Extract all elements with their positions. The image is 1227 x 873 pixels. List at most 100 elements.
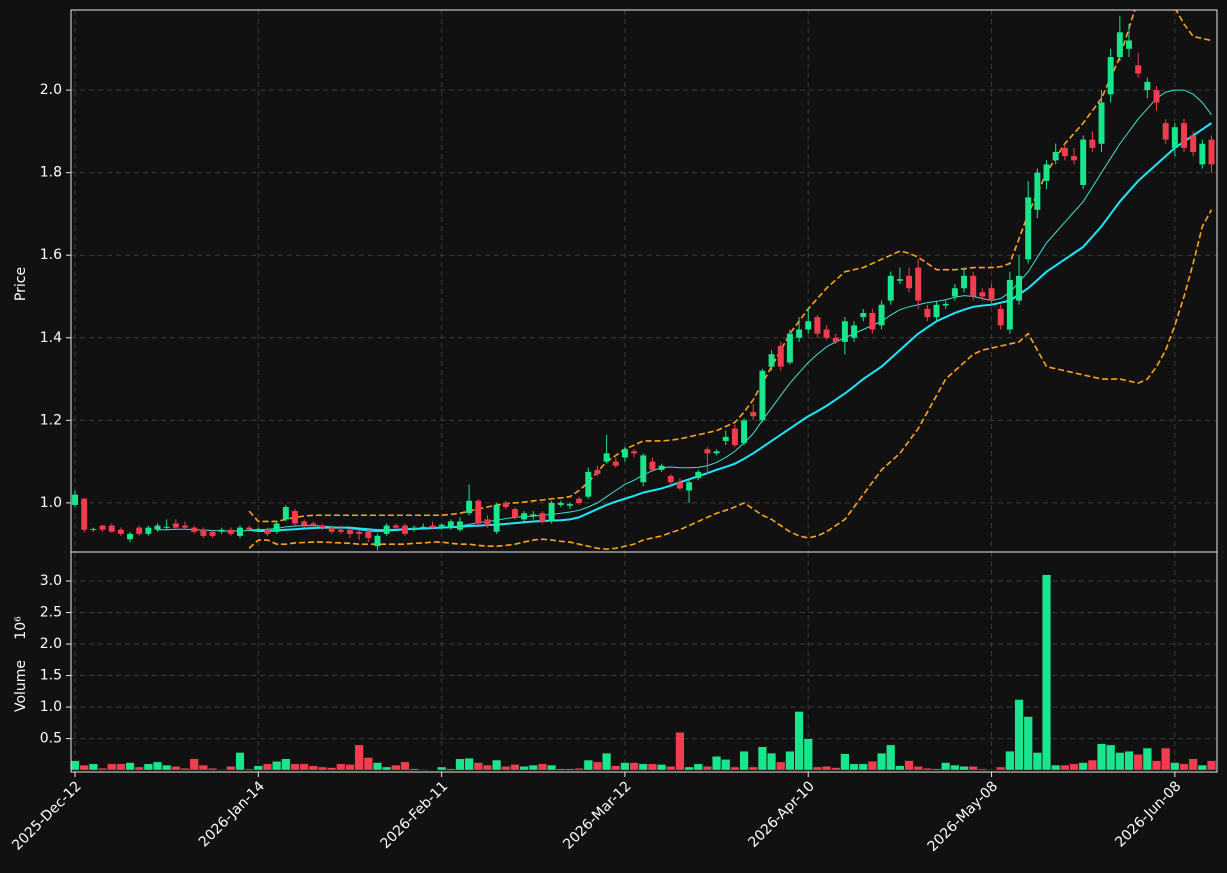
candle-body xyxy=(401,525,408,534)
volume-bar xyxy=(1087,759,1097,771)
volume-bar xyxy=(1014,699,1024,771)
candle-body xyxy=(796,329,803,338)
candle-body xyxy=(502,502,509,508)
candle-body xyxy=(1208,139,1215,165)
volume-bar xyxy=(1170,762,1180,771)
candle-body xyxy=(695,471,702,479)
volume-bar xyxy=(647,763,658,771)
candle-body xyxy=(411,527,418,530)
candle-body xyxy=(484,519,491,526)
candle-body xyxy=(191,527,198,532)
candle-body xyxy=(475,500,482,524)
candle-body xyxy=(420,526,427,528)
candle-body xyxy=(658,465,665,470)
volume-bar xyxy=(317,766,328,771)
volume-bar xyxy=(1124,750,1134,771)
volume-bar xyxy=(1133,754,1143,771)
volume-bar xyxy=(281,758,291,771)
candle-body xyxy=(1107,57,1114,95)
volume-bar xyxy=(748,766,758,771)
y-tick-label: 1.0 xyxy=(40,495,62,511)
candle-body xyxy=(1080,139,1087,186)
candle-body xyxy=(906,275,913,289)
candle-body xyxy=(209,531,216,536)
candle-body xyxy=(374,535,381,547)
volume-bar xyxy=(1142,747,1152,771)
y-tick-label: 2.0 xyxy=(40,82,62,98)
candle-body xyxy=(154,525,161,530)
volume-bar xyxy=(464,757,474,771)
volume-bar xyxy=(1179,763,1189,771)
candle-body xyxy=(328,527,335,532)
volume-bar xyxy=(1051,764,1061,771)
candle-body xyxy=(961,275,968,289)
candle-body xyxy=(466,500,473,514)
candle-body xyxy=(273,523,280,532)
volume-bar xyxy=(684,766,694,771)
volume-bar xyxy=(922,767,932,771)
candle-body xyxy=(686,482,693,491)
volume-bar xyxy=(180,767,190,771)
volume-bar xyxy=(803,738,813,771)
candle-body xyxy=(264,529,271,534)
volume-bar xyxy=(675,732,685,771)
volume-bar xyxy=(950,764,960,771)
volume-axis-label: Volume xyxy=(13,660,29,712)
candle-body xyxy=(255,528,262,531)
volume-bar xyxy=(1078,762,1088,771)
candle-body xyxy=(860,312,867,318)
y-tick-label: 1.6 xyxy=(40,247,62,263)
volume-bar xyxy=(382,766,392,771)
candle-body xyxy=(631,451,638,454)
volume-bar xyxy=(272,761,282,771)
volume-bar xyxy=(931,768,942,771)
volume-bar xyxy=(702,766,713,771)
volume-bar xyxy=(354,744,364,771)
candle-body xyxy=(603,453,610,462)
candle-body xyxy=(878,304,885,326)
candle-body xyxy=(1016,275,1023,301)
candle-body xyxy=(1089,139,1096,148)
candle-body xyxy=(768,354,775,367)
candle-body xyxy=(1034,172,1041,210)
candle-body xyxy=(539,513,546,522)
volume-bar xyxy=(1188,758,1198,771)
candle-body xyxy=(1052,152,1059,161)
candle-body xyxy=(172,523,179,528)
volume-bar xyxy=(217,769,227,771)
volume-bar xyxy=(941,762,951,771)
candle-body xyxy=(676,482,683,489)
volume-bar xyxy=(721,759,731,771)
y-tick-label: 2.0 xyxy=(40,636,62,652)
candle-body xyxy=(200,529,207,536)
candle-body xyxy=(988,288,995,301)
candle-body xyxy=(356,531,363,534)
volume-bar xyxy=(693,763,703,771)
candle-body xyxy=(438,524,445,527)
volume-bar xyxy=(785,750,795,771)
volume-bar xyxy=(821,766,832,771)
candle-body xyxy=(163,526,170,528)
candle-body xyxy=(621,449,628,458)
volume-bar xyxy=(455,758,465,771)
volume-bar xyxy=(1041,574,1052,771)
candle-body xyxy=(1126,40,1132,49)
y-tick-label: 1.0 xyxy=(40,699,62,715)
volume-bar xyxy=(730,766,740,771)
volume-bar xyxy=(583,759,593,771)
volume-bar xyxy=(88,763,98,771)
candle-body xyxy=(722,436,729,441)
candle-body xyxy=(136,527,143,534)
candle-body xyxy=(1171,127,1178,148)
candle-body xyxy=(1181,123,1187,148)
candle-body xyxy=(814,317,821,334)
volume-bar xyxy=(977,768,987,771)
volume-bar xyxy=(437,766,447,771)
volume-bar xyxy=(391,764,401,771)
candle-body xyxy=(970,275,977,297)
candle-body xyxy=(1116,32,1123,58)
volume-bar xyxy=(327,767,337,771)
overlay-line xyxy=(248,209,1213,550)
volume-bar xyxy=(116,763,126,771)
y-tick-label: 1.8 xyxy=(40,165,62,181)
